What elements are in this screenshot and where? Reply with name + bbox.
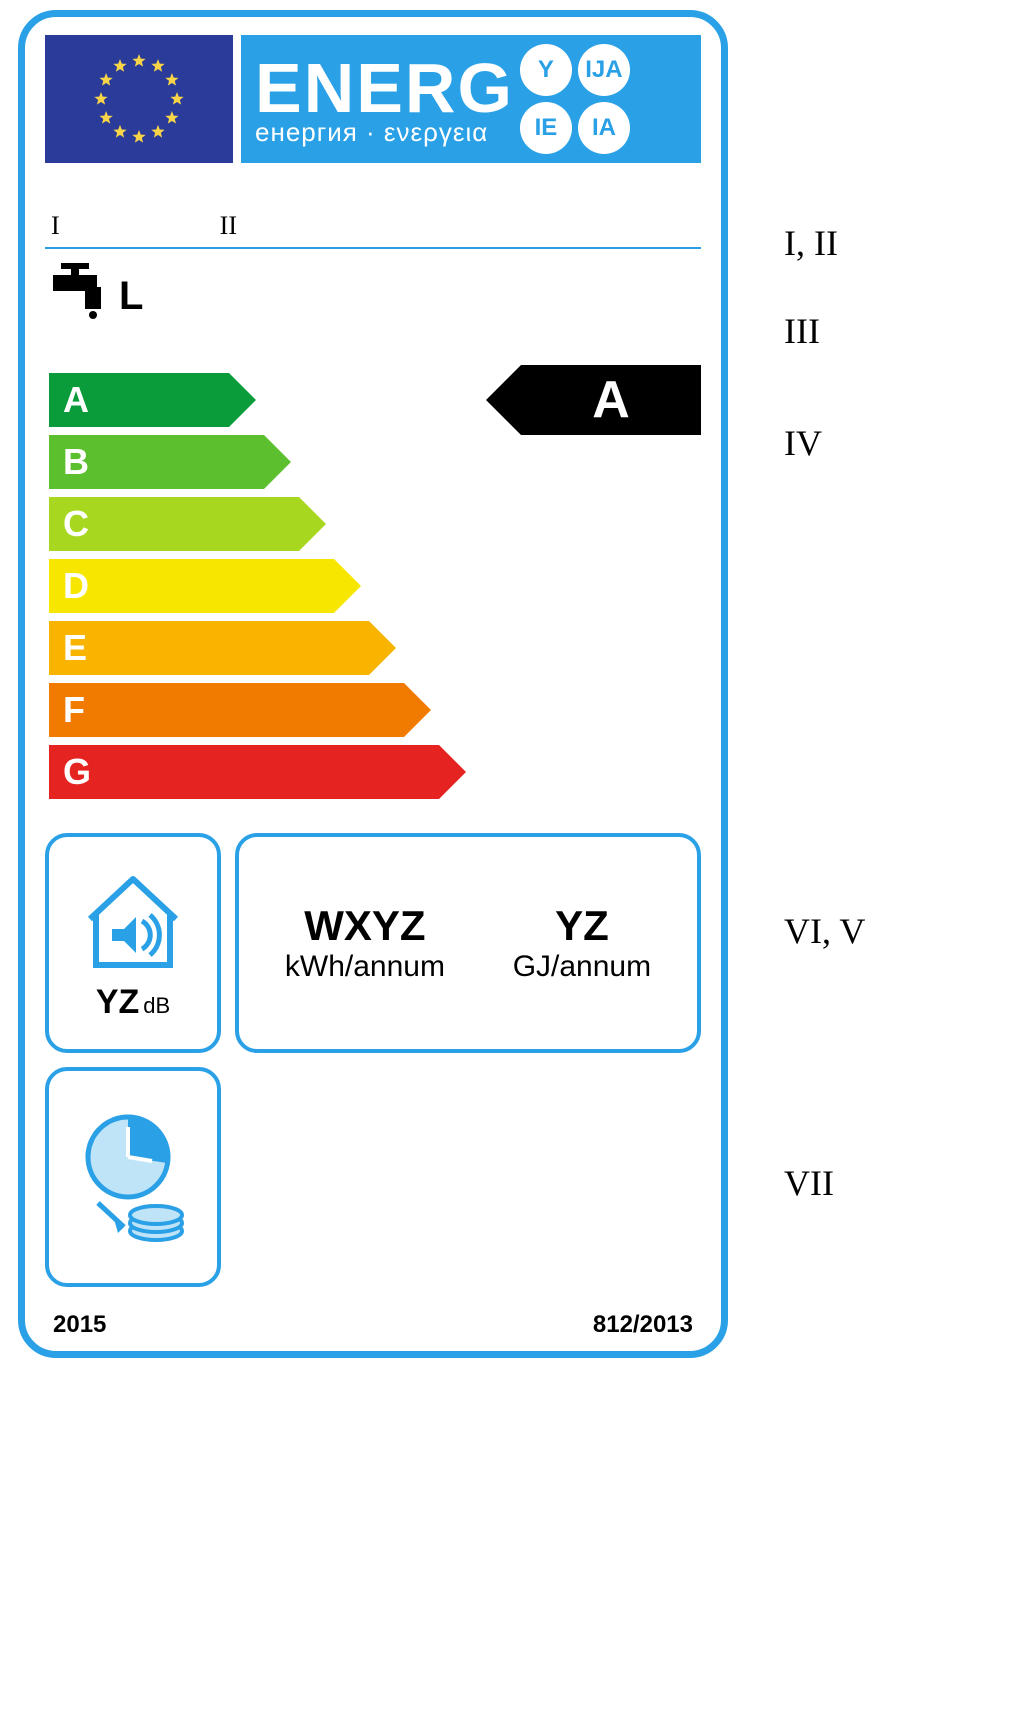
off-peak-box bbox=[45, 1067, 221, 1287]
load-profile-row: L bbox=[45, 263, 701, 319]
footer-year: 2015 bbox=[53, 1311, 106, 1339]
rating-row-G: G bbox=[49, 745, 701, 799]
rating-letter: A bbox=[63, 379, 89, 421]
load-profile-letter: L bbox=[119, 274, 143, 319]
rating-row-E: E bbox=[49, 621, 701, 675]
kwh-value: WXYZ bbox=[285, 902, 445, 950]
rating-letter: C bbox=[63, 503, 89, 545]
rating-letter: F bbox=[63, 689, 85, 731]
rating-row-F: F bbox=[49, 683, 701, 737]
rating-row-B: B bbox=[49, 435, 701, 489]
lang-suffix-circle: IE bbox=[520, 102, 572, 154]
sound-value-line: YZdB bbox=[96, 983, 170, 1022]
lang-suffix-circle: IA bbox=[578, 102, 630, 154]
annotation: VI, V bbox=[784, 910, 865, 952]
rating-bar-G: G bbox=[49, 745, 439, 799]
rating-row-D: D bbox=[49, 559, 701, 613]
eu-stars-icon bbox=[79, 39, 199, 159]
rating-bar-D: D bbox=[49, 559, 334, 613]
clock-coins-icon bbox=[68, 1107, 198, 1247]
efficiency-scale: ABCDEFG A bbox=[45, 373, 701, 799]
sound-value: YZ bbox=[96, 983, 139, 1021]
info-boxes-row: YZdB WXYZ kWh/annum YZ GJ/annum bbox=[45, 833, 701, 1053]
rating-bar-A: A bbox=[49, 373, 229, 427]
sound-unit: dB bbox=[143, 993, 170, 1018]
supplier-model-line: I II bbox=[45, 211, 701, 249]
efficiency-pointer: A bbox=[521, 365, 701, 435]
footer-regulation: 812/2013 bbox=[593, 1311, 693, 1339]
rating-row-C: C bbox=[49, 497, 701, 551]
rating-bar-E: E bbox=[49, 621, 369, 675]
rating-letter: E bbox=[63, 627, 87, 669]
rating-bar-C: C bbox=[49, 497, 299, 551]
rating-letter: B bbox=[63, 441, 89, 483]
energy-label-card: ENERG енергия · ενεργεια YIJAIEIA I II L bbox=[18, 10, 728, 1358]
energ-block: ENERG енергия · ενεργεια YIJAIEIA bbox=[241, 35, 701, 163]
annual-energy-box: WXYZ kWh/annum YZ GJ/annum bbox=[235, 833, 701, 1053]
energ-title: ENERG bbox=[255, 53, 514, 123]
rating-bar-F: F bbox=[49, 683, 404, 737]
lang-suffix-circle: Y bbox=[520, 44, 572, 96]
field-II: II bbox=[220, 211, 237, 241]
kwh-column: WXYZ kWh/annum bbox=[285, 902, 445, 984]
language-suffix-circles: YIJAIEIA bbox=[520, 44, 630, 154]
energ-subtitle: енергия · ενεργεια bbox=[255, 119, 514, 145]
annotation: VII bbox=[784, 1162, 834, 1204]
gj-column: YZ GJ/annum bbox=[513, 902, 651, 984]
kwh-unit: kWh/annum bbox=[285, 950, 445, 984]
gj-value: YZ bbox=[513, 902, 651, 950]
sound-house-icon bbox=[78, 865, 188, 975]
footer-row: 2015 812/2013 bbox=[45, 1311, 701, 1339]
field-I: I bbox=[51, 211, 60, 241]
eu-flag bbox=[45, 35, 233, 163]
gj-unit: GJ/annum bbox=[513, 950, 651, 984]
energ-text: ENERG енергия · ενεργεια bbox=[255, 53, 514, 145]
tap-icon bbox=[49, 263, 113, 319]
annotation: IV bbox=[784, 422, 822, 464]
sound-power-box: YZdB bbox=[45, 833, 221, 1053]
annotation: I, II bbox=[784, 222, 838, 264]
annotation: III bbox=[784, 310, 820, 352]
rating-letter: G bbox=[63, 751, 91, 793]
pointer-letter: A bbox=[592, 370, 630, 430]
rating-letter: D bbox=[63, 565, 89, 607]
rating-bar-B: B bbox=[49, 435, 264, 489]
lang-suffix-circle: IJA bbox=[578, 44, 630, 96]
header-strip: ENERG енергия · ενεργεια YIJAIEIA bbox=[45, 35, 701, 163]
